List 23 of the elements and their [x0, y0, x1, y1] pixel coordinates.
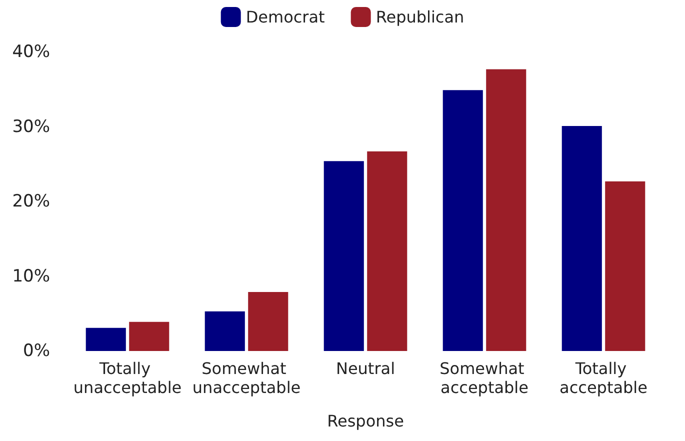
- bar: [442, 90, 483, 351]
- y-tick-label: 20%: [12, 192, 50, 212]
- bar: [486, 69, 526, 351]
- x-tick-label: Somewhat acceptable: [440, 359, 530, 397]
- x-axis-title: Response: [327, 412, 404, 430]
- bar: [248, 292, 288, 351]
- y-tick-label: 10%: [12, 266, 50, 286]
- bar: [367, 151, 408, 351]
- y-tick-label: 0%: [23, 341, 50, 361]
- bar: [204, 311, 245, 351]
- bar: [605, 181, 646, 351]
- bar: [562, 126, 602, 351]
- x-tick-label: Somewhat unacceptable: [192, 359, 301, 397]
- y-tick-label: 40%: [12, 42, 50, 62]
- legend-label: Democrat: [246, 8, 325, 26]
- bar: [129, 322, 170, 351]
- y-tick-label: 30%: [12, 116, 50, 137]
- bar: [324, 161, 364, 351]
- x-tick-label: Totally unacceptable: [73, 359, 182, 397]
- x-tick-label: Totally acceptable: [560, 359, 648, 397]
- legend-label: Republican: [376, 8, 464, 26]
- x-tick-label: Neutral: [336, 359, 396, 378]
- bar: [86, 328, 126, 351]
